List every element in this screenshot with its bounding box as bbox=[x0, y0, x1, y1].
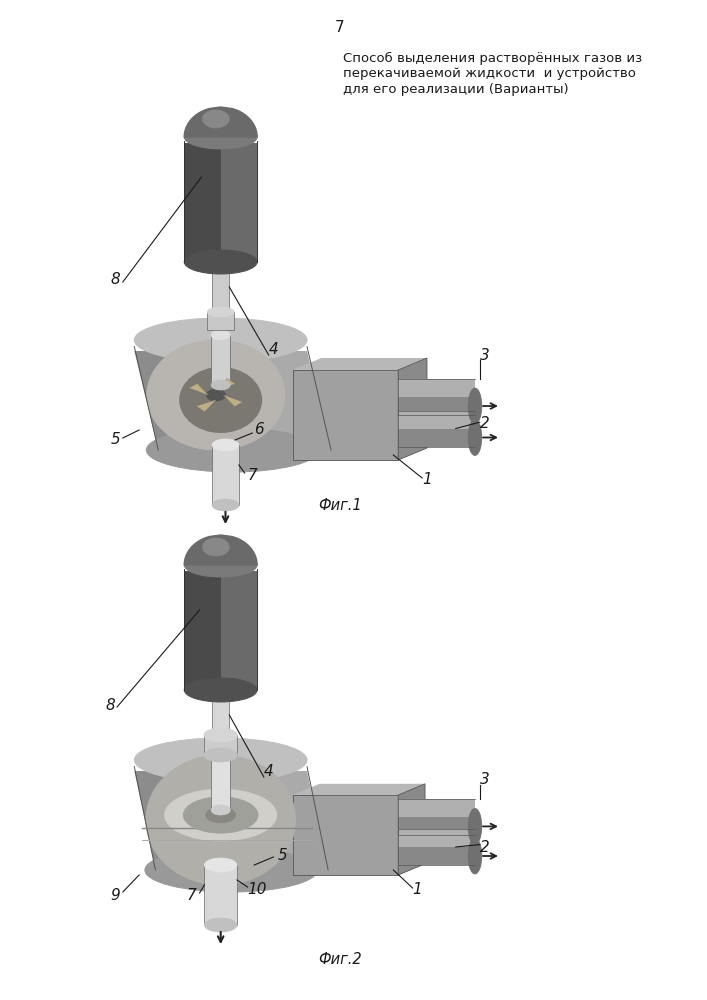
Polygon shape bbox=[212, 267, 229, 312]
Polygon shape bbox=[211, 335, 230, 385]
Polygon shape bbox=[221, 351, 331, 450]
Polygon shape bbox=[398, 379, 475, 397]
Text: 7: 7 bbox=[335, 20, 344, 35]
Ellipse shape bbox=[212, 439, 239, 451]
Polygon shape bbox=[197, 400, 216, 412]
Ellipse shape bbox=[207, 307, 234, 317]
Polygon shape bbox=[207, 312, 234, 330]
Polygon shape bbox=[293, 358, 427, 370]
Ellipse shape bbox=[211, 750, 230, 760]
Ellipse shape bbox=[204, 748, 238, 762]
Polygon shape bbox=[216, 378, 235, 390]
Polygon shape bbox=[189, 384, 208, 395]
Ellipse shape bbox=[145, 848, 317, 892]
Text: 8: 8 bbox=[105, 698, 115, 712]
Ellipse shape bbox=[185, 678, 257, 702]
Ellipse shape bbox=[211, 330, 230, 340]
Text: 4: 4 bbox=[264, 764, 274, 780]
Text: 10: 10 bbox=[247, 882, 267, 898]
Ellipse shape bbox=[185, 250, 257, 274]
Polygon shape bbox=[204, 865, 237, 925]
Text: перекачиваемой жидкости  и устройство: перекачиваемой жидкости и устройство bbox=[344, 68, 636, 81]
Polygon shape bbox=[293, 370, 398, 460]
Text: 9: 9 bbox=[110, 888, 120, 902]
Text: 2: 2 bbox=[479, 840, 489, 854]
Text: 5: 5 bbox=[110, 432, 120, 448]
Polygon shape bbox=[204, 735, 238, 755]
Polygon shape bbox=[293, 784, 425, 795]
Text: 1: 1 bbox=[412, 882, 422, 898]
Polygon shape bbox=[212, 695, 229, 735]
Polygon shape bbox=[398, 829, 475, 847]
Polygon shape bbox=[398, 410, 475, 428]
Polygon shape bbox=[134, 351, 245, 450]
Ellipse shape bbox=[211, 805, 230, 815]
Polygon shape bbox=[398, 799, 475, 817]
Ellipse shape bbox=[206, 389, 226, 401]
Text: 3: 3 bbox=[479, 348, 489, 362]
Ellipse shape bbox=[202, 538, 229, 556]
Polygon shape bbox=[211, 755, 230, 810]
Text: 2: 2 bbox=[479, 416, 489, 432]
Ellipse shape bbox=[206, 807, 235, 823]
Ellipse shape bbox=[134, 738, 307, 782]
Polygon shape bbox=[221, 571, 257, 690]
Text: 7: 7 bbox=[247, 468, 257, 483]
Ellipse shape bbox=[211, 380, 230, 390]
Polygon shape bbox=[185, 571, 221, 690]
Ellipse shape bbox=[202, 110, 229, 128]
Text: 8: 8 bbox=[110, 272, 120, 288]
Text: Способ выделения растворённых газов из: Способ выделения растворённых газов из bbox=[344, 51, 643, 65]
Polygon shape bbox=[212, 445, 239, 505]
Text: 3: 3 bbox=[479, 772, 489, 788]
Polygon shape bbox=[221, 771, 328, 870]
Text: 4: 4 bbox=[269, 342, 279, 358]
Ellipse shape bbox=[204, 728, 238, 742]
Text: для его реализации (Варианты): для его реализации (Варианты) bbox=[344, 84, 569, 97]
Polygon shape bbox=[398, 397, 475, 415]
Polygon shape bbox=[398, 358, 427, 460]
Ellipse shape bbox=[183, 797, 258, 833]
Polygon shape bbox=[223, 395, 243, 406]
Ellipse shape bbox=[165, 789, 277, 841]
Polygon shape bbox=[134, 771, 242, 870]
Text: Фиг.2: Фиг.2 bbox=[318, 952, 361, 968]
Polygon shape bbox=[293, 795, 398, 875]
Ellipse shape bbox=[204, 918, 237, 932]
Text: 7: 7 bbox=[187, 888, 197, 902]
Ellipse shape bbox=[204, 858, 237, 872]
Polygon shape bbox=[398, 817, 475, 835]
Ellipse shape bbox=[468, 838, 482, 874]
Ellipse shape bbox=[468, 388, 482, 424]
Ellipse shape bbox=[185, 553, 257, 577]
Ellipse shape bbox=[134, 318, 307, 362]
Text: Фиг.1: Фиг.1 bbox=[318, 497, 361, 512]
Polygon shape bbox=[398, 428, 475, 446]
Ellipse shape bbox=[180, 367, 262, 433]
Polygon shape bbox=[185, 143, 221, 262]
Text: 1: 1 bbox=[422, 473, 432, 488]
Ellipse shape bbox=[468, 420, 482, 456]
Polygon shape bbox=[398, 784, 425, 875]
Ellipse shape bbox=[468, 808, 482, 844]
Ellipse shape bbox=[212, 499, 239, 511]
Polygon shape bbox=[398, 847, 475, 865]
Ellipse shape bbox=[146, 755, 296, 885]
Polygon shape bbox=[185, 107, 257, 137]
Polygon shape bbox=[221, 143, 257, 262]
Ellipse shape bbox=[147, 340, 285, 450]
Ellipse shape bbox=[146, 428, 319, 472]
Ellipse shape bbox=[185, 125, 257, 149]
Text: 5: 5 bbox=[278, 848, 288, 862]
Text: 6: 6 bbox=[255, 422, 264, 438]
Polygon shape bbox=[185, 535, 257, 565]
